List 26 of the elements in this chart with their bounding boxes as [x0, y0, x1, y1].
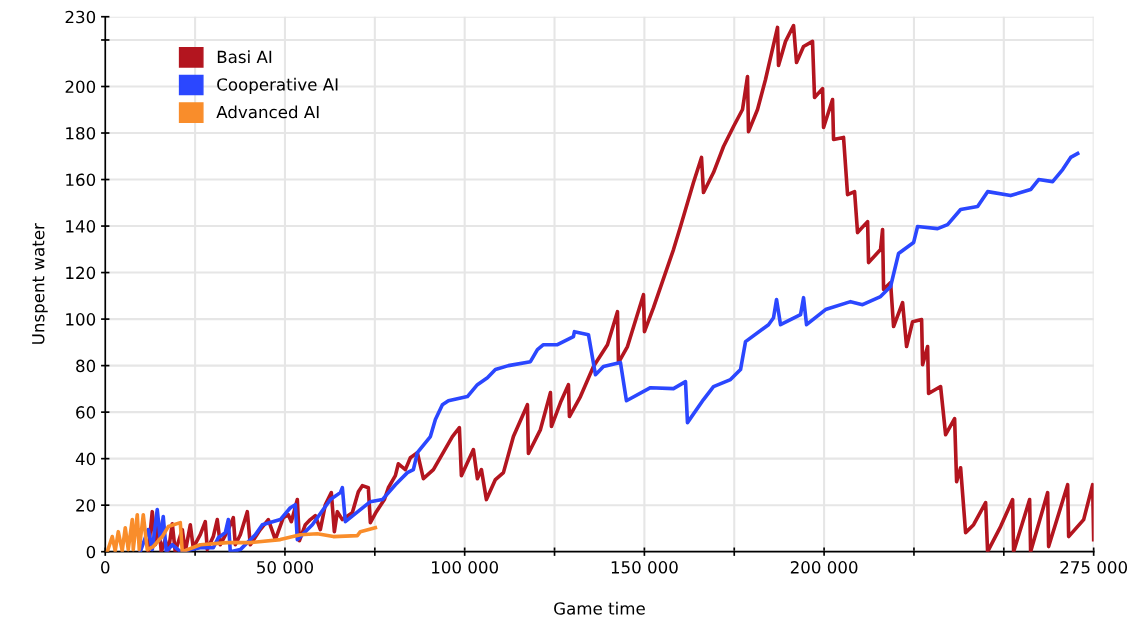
x-axis-title: Game time	[554, 601, 645, 615]
x-tick-label: 100 000	[432, 561, 499, 574]
legend-label: Cooperative AI	[217, 77, 338, 94]
x-tick-label: 0	[101, 561, 110, 574]
y-tick-label: 40	[75, 452, 96, 466]
y-tick-label: 100	[66, 313, 96, 326]
y-tick-label: 180	[66, 126, 96, 140]
y-tick-label: 20	[76, 499, 96, 512]
legend-label: Advanced AI	[216, 105, 319, 119]
y-tick-label: 140	[66, 220, 96, 233]
x-tick-label: 275 000	[1060, 561, 1128, 574]
y-tick-label: 230	[65, 10, 96, 24]
y-tick-label: 0	[86, 545, 96, 559]
x-tick-label: 50 000	[257, 561, 314, 574]
y-tick-label: 120	[66, 266, 96, 280]
y-axis-title: Unspent water	[32, 223, 48, 344]
y-tick-label: 60	[76, 406, 96, 419]
y-tick-label: 80	[76, 359, 96, 373]
legend-label: Basi AI	[217, 50, 272, 64]
line-series	[105, 512, 378, 552]
line-series	[146, 23, 1094, 552]
line-series	[138, 151, 1080, 552]
x-tick-label: 150 000	[611, 561, 678, 574]
x-tick-label: 200 000	[790, 561, 858, 574]
y-tick-label: 160	[66, 173, 96, 187]
y-tick-label: 200	[65, 80, 96, 94]
